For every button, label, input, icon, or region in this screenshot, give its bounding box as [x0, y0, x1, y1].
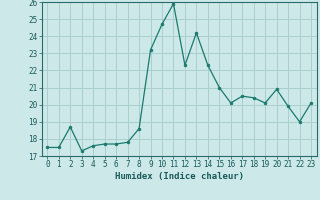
- X-axis label: Humidex (Indice chaleur): Humidex (Indice chaleur): [115, 172, 244, 181]
